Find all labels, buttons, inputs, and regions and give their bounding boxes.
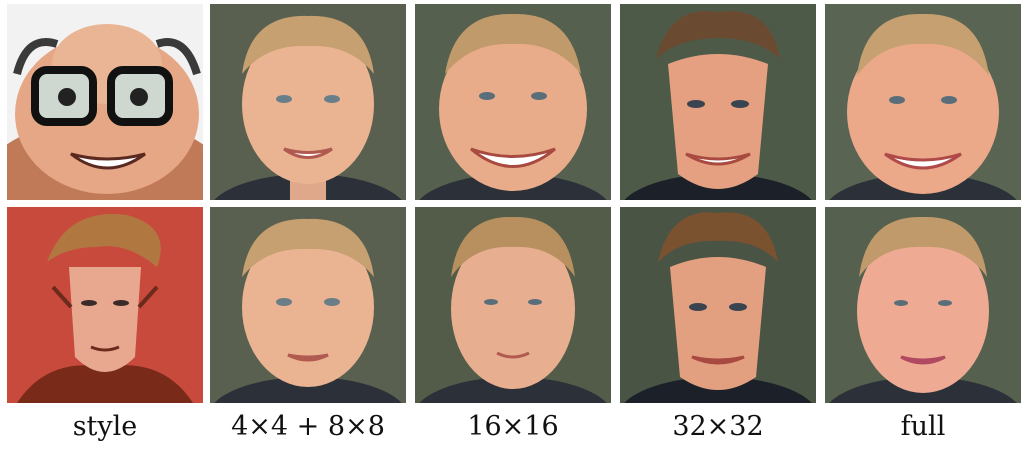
style-image-caricature-glasses [7,4,203,200]
result-image-16x16-row2 [415,207,611,403]
label-style: style [72,411,138,442]
result-image-full-row2 [825,207,1021,403]
label-16x16: 16×16 [467,411,559,442]
result-image-16x16-row1 [415,4,611,200]
label-32x32: 32×32 [672,411,764,442]
result-image-32x32-row2 [620,207,816,403]
label-full: full [900,411,946,442]
result-image-32x32-row1 [620,4,816,200]
result-image-full-row1 [825,4,1021,200]
label-coarse-resolution: 4×4 + 8×8 [231,411,385,442]
result-image-coarse-row2 [210,207,406,403]
style-image-caricature-red [7,207,203,403]
result-image-coarse-row1 [210,4,406,200]
